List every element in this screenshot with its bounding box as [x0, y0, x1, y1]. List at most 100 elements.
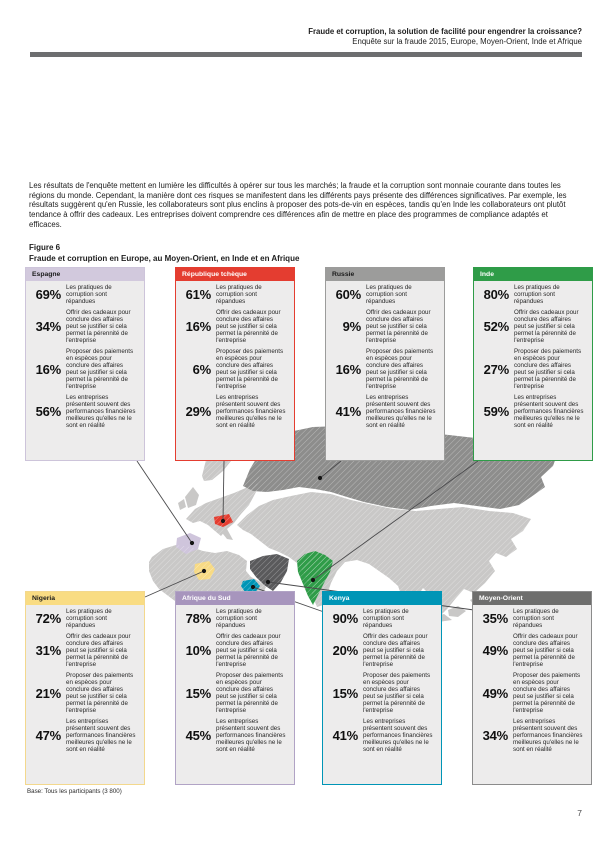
stat-value: 20%: [332, 643, 359, 659]
stat-row: 47% Les entreprises présentent souvent d…: [30, 718, 140, 753]
stat-label: Les pratiques de corruption sont répandu…: [363, 608, 409, 630]
stat-row: 49% Offrir des cadeaux pour conclure des…: [477, 633, 587, 668]
country-box-inde: Inde 80% Les pratiques de corruption son…: [473, 267, 593, 461]
stat-value: 80%: [483, 287, 510, 303]
stat-value: 16%: [35, 361, 62, 377]
country-box-header: Russie: [326, 268, 444, 281]
country-box-header: Moyen-Orient: [473, 592, 591, 605]
stat-value: 16%: [335, 361, 362, 377]
report-title: Fraude et corruption, la solution de fac…: [308, 27, 582, 36]
stat-label: Proposer des paiements en espèces pour c…: [363, 671, 431, 715]
stat-value: 35%: [482, 611, 509, 627]
stat-value: 49%: [482, 643, 509, 659]
connector-line-espagne: [136, 460, 193, 544]
stat-value: 72%: [35, 611, 62, 627]
map-marker-dots: [189, 475, 323, 590]
stat-row: 41% Les entreprises présentent souvent d…: [330, 394, 440, 429]
stat-row: 52% Offrir des cadeaux pour conclure des…: [478, 309, 588, 344]
stat-value: 27%: [483, 361, 510, 377]
stat-label: Proposer des paiements en espèces pour c…: [216, 347, 284, 391]
stat-label: Les entreprises présentent souvent des p…: [513, 717, 583, 754]
figure-label: Figure 6: [29, 243, 61, 252]
stat-row: 49% Proposer des paiements en espèces po…: [477, 672, 587, 715]
stat-value: 49%: [482, 685, 509, 701]
stat-label: Les entreprises présentent souvent des p…: [66, 717, 136, 754]
stat-value: 61%: [185, 287, 212, 303]
stat-row: 41% Les entreprises présentent souvent d…: [327, 718, 437, 753]
connector-line-republique-tcheque: [222, 460, 225, 522]
stat-row: 29% Les entreprises présentent souvent d…: [180, 394, 290, 429]
stat-label: Les entreprises présentent souvent des p…: [366, 393, 436, 430]
stat-label: Offrir des cadeaux pour conclure des aff…: [216, 632, 281, 669]
map-marker-espagne: [189, 540, 195, 546]
stat-row: 80% Les pratiques de corruption sont rép…: [478, 284, 588, 305]
map-marker-nigeria: [201, 568, 207, 574]
connector-line-nigeria: [144, 570, 205, 598]
stat-value: 41%: [335, 404, 362, 420]
stat-row: 69% Les pratiques de corruption sont rép…: [30, 284, 140, 305]
stat-row: 59% Les entreprises présentent souvent d…: [478, 394, 588, 429]
stat-row: 16% Proposer des paiements en espèces po…: [330, 348, 440, 391]
stat-label: Les pratiques de corruption sont répandu…: [66, 284, 112, 306]
stat-row: 35% Les pratiques de corruption sont rép…: [477, 608, 587, 629]
stat-value: 16%: [185, 319, 212, 335]
stat-label: Les entreprises présentent souvent des p…: [514, 393, 584, 430]
page-number: 7: [577, 808, 582, 818]
stat-value: 29%: [185, 404, 212, 420]
stat-row: 27% Proposer des paiements en espèces po…: [478, 348, 588, 391]
country-box-nigeria: Nigeria 72% Les pratiques de corruption …: [25, 591, 145, 785]
stat-label: Les pratiques de corruption sont répandu…: [216, 284, 262, 306]
country-box-espagne: Espagne 69% Les pratiques de corruption …: [25, 267, 145, 461]
stat-label: Offrir des cadeaux pour conclure des aff…: [513, 632, 578, 669]
header-rule-bar: [30, 52, 582, 57]
stat-row: 10% Offrir des cadeaux pour conclure des…: [180, 633, 290, 668]
stat-row: 61% Les pratiques de corruption sont rép…: [180, 284, 290, 305]
connector-line-russie: [319, 460, 342, 479]
stat-label: Les pratiques de corruption sont répandu…: [216, 608, 262, 630]
stat-label: Offrir des cadeaux pour conclure des aff…: [363, 632, 428, 669]
stat-label: Proposer des paiements en espèces pour c…: [66, 347, 134, 391]
stat-row: 21% Proposer des paiements en espèces po…: [30, 672, 140, 715]
base-note: Base: Tous les participants (3 800): [27, 788, 122, 795]
stat-label: Les pratiques de corruption sont répandu…: [66, 608, 112, 630]
stat-label: Proposer des paiements en espèces pour c…: [513, 671, 581, 715]
stat-label: Les entreprises présentent souvent des p…: [216, 393, 286, 430]
stat-row: 9% Offrir des cadeaux pour conclure des …: [330, 309, 440, 344]
stat-label: Proposer des paiements en espèces pour c…: [366, 347, 434, 391]
country-box-moyen-orient: Moyen-Orient 35% Les pratiques de corrup…: [472, 591, 592, 785]
stat-label: Offrir des cadeaux pour conclure des aff…: [514, 308, 579, 345]
stat-value: 78%: [185, 611, 212, 627]
intro-paragraph: Les résultats de l'enquête mettent en lu…: [29, 181, 567, 229]
map-marker-moyen-orient: [265, 579, 271, 585]
stat-value: 34%: [482, 728, 509, 744]
stat-value: 15%: [185, 685, 212, 701]
stat-row: 15% Proposer des paiements en espèces po…: [180, 672, 290, 715]
country-box-afrique-du-sud: Afrique du Sud 78% Les pratiques de corr…: [175, 591, 295, 785]
stat-value: 47%: [35, 728, 62, 744]
stat-label: Offrir des cadeaux pour conclure des aff…: [366, 308, 431, 345]
stat-row: 45% Les entreprises présentent souvent d…: [180, 718, 290, 753]
stat-value: 9%: [342, 319, 362, 335]
country-box-header: Nigeria: [26, 592, 144, 605]
stat-label: Proposer des paiements en espèces pour c…: [66, 671, 134, 715]
country-box-header: Inde: [474, 268, 592, 281]
stat-row: 31% Offrir des cadeaux pour conclure des…: [30, 633, 140, 668]
map-marker-kenya: [250, 584, 256, 590]
stat-value: 45%: [185, 728, 212, 744]
stat-label: Proposer des paiements en espèces pour c…: [216, 671, 284, 715]
stat-row: 34% Les entreprises présentent souvent d…: [477, 718, 587, 753]
stat-value: 31%: [35, 643, 62, 659]
stat-row: 15% Proposer des paiements en espèces po…: [327, 672, 437, 715]
stat-label: Les pratiques de corruption sont répandu…: [514, 284, 560, 306]
stat-label: Les entreprises présentent souvent des p…: [216, 717, 286, 754]
country-box-header: Kenya: [323, 592, 441, 605]
stat-value: 60%: [335, 287, 362, 303]
map-marker-inde: [310, 577, 316, 583]
stat-label: Les entreprises présentent souvent des p…: [66, 393, 136, 430]
stat-row: 20% Offrir des cadeaux pour conclure des…: [327, 633, 437, 668]
stat-label: Les pratiques de corruption sont répandu…: [366, 284, 412, 306]
figure-title: Fraude et corruption en Europe, au Moyen…: [29, 254, 300, 263]
stat-value: 15%: [332, 685, 359, 701]
stat-row: 90% Les pratiques de corruption sont rép…: [327, 608, 437, 629]
stat-value: 21%: [35, 685, 62, 701]
